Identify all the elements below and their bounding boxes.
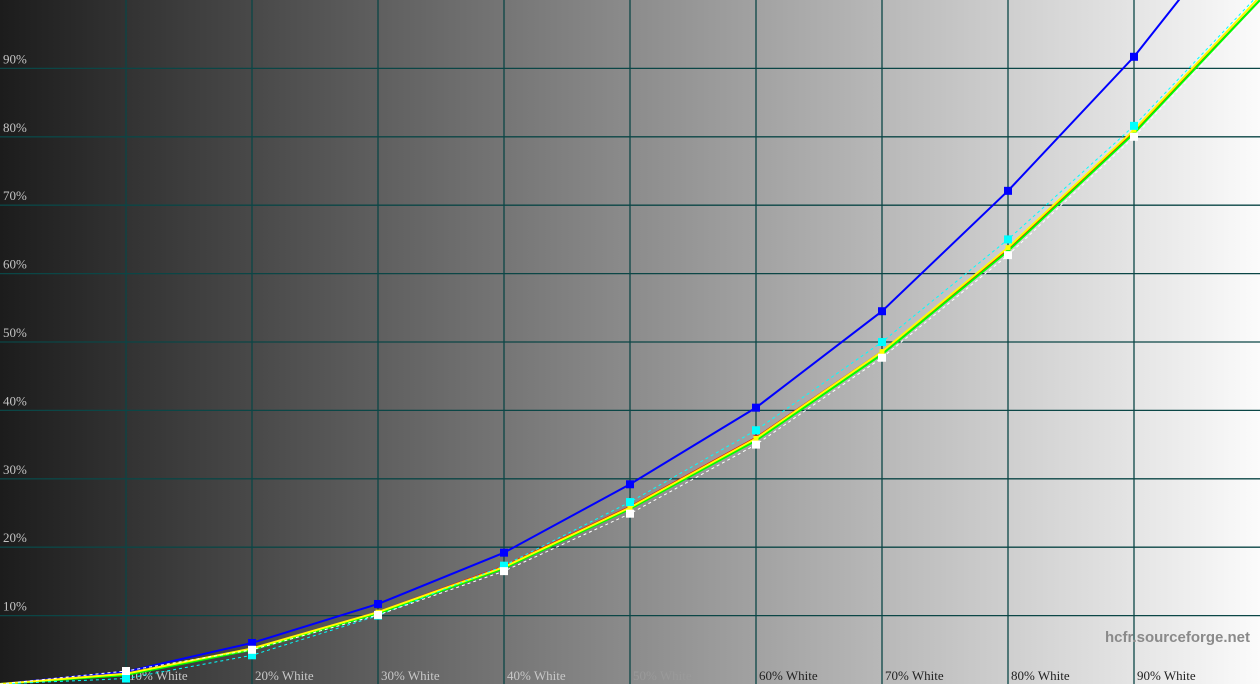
series-point [878,353,886,362]
series-point [626,498,634,507]
series-point [627,505,633,511]
x-tick-label: 80% White [1011,668,1070,683]
y-tick-label: 50% [3,325,27,340]
x-tick-label: 10% White [129,668,188,683]
series-point [1131,127,1137,133]
y-tick-label: 70% [3,188,27,203]
series-point [374,610,382,619]
series-point [248,638,256,647]
x-tick-label: 40% White [507,668,566,683]
series-point [1130,121,1138,130]
x-tick-label: 30% White [381,668,440,683]
series-point [752,426,760,435]
series-point [248,651,256,660]
series-point [1130,52,1138,61]
series-point [626,509,634,518]
series-point [752,403,760,412]
y-tick-label: 30% [3,462,27,477]
watermark: hcfr.sourceforge.net [1104,629,1250,646]
series-point [1004,251,1012,260]
series-point [752,440,760,449]
y-tick-label: 40% [3,393,27,408]
y-tick-label: 90% [3,51,27,66]
series-point [122,667,130,676]
series-point [626,480,634,489]
series-point [374,599,382,608]
series-point [878,307,886,316]
series-point [753,435,759,441]
series-point [878,338,886,346]
series-point [1004,186,1012,195]
x-tick-label: 90% White [1137,668,1196,683]
series-point [1004,235,1012,244]
x-tick-label: 50% White [633,668,692,683]
series-point [248,645,256,654]
series-point [500,548,508,557]
y-tick-label: 80% [3,120,27,135]
series-point [1005,245,1011,251]
y-tick-label: 60% [3,257,27,272]
x-tick-label: 20% White [255,668,314,683]
series-line [0,3,1260,684]
series-point [122,674,130,683]
y-tick-label: 10% [3,599,27,614]
x-tick-label: 60% White [759,668,818,683]
series-point [879,349,885,355]
series-point [1005,248,1011,254]
x-tick-label: 70% White [885,668,944,683]
series-point [1130,132,1138,141]
y-tick-label: 20% [3,530,27,545]
series-point [500,567,508,576]
series-point [500,561,508,570]
